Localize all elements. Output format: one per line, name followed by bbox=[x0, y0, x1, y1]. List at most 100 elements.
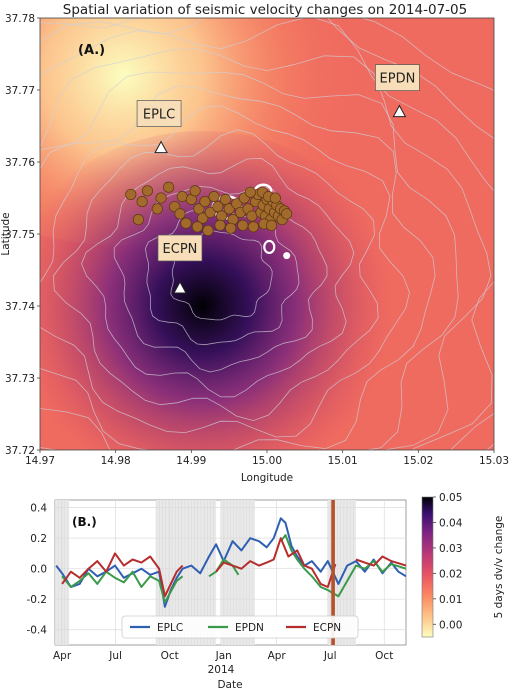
colorbar-tick-label: 0.00 bbox=[439, 619, 462, 631]
event-marker bbox=[214, 219, 226, 231]
event-marker bbox=[141, 185, 153, 197]
map-y-label: Latitude bbox=[0, 212, 12, 255]
timeseries-year-label: 2014 bbox=[208, 664, 235, 676]
event-marker bbox=[202, 224, 214, 236]
legend: EPLC EPDN ECPN bbox=[121, 615, 359, 639]
event-marker bbox=[269, 192, 281, 204]
panel-b-label: (B.) bbox=[72, 515, 97, 529]
timeseries-y-tick-label: 0.0 bbox=[30, 564, 47, 576]
event-marker bbox=[191, 221, 203, 233]
event-marker bbox=[180, 217, 192, 229]
timeseries-x-tick-label: Jul bbox=[108, 650, 122, 662]
event-marker bbox=[197, 212, 209, 224]
event-marker bbox=[132, 214, 144, 226]
map-y-tick-label: 37.78 bbox=[5, 13, 35, 25]
contour-line bbox=[40, 18, 494, 450]
event-marker bbox=[174, 208, 186, 220]
station-label-box bbox=[375, 64, 420, 91]
event-marker bbox=[189, 185, 201, 197]
legend-box bbox=[121, 615, 359, 639]
event-markers bbox=[125, 181, 293, 236]
timeseries-lines bbox=[55, 500, 406, 645]
event-marker bbox=[125, 188, 137, 200]
contour-line bbox=[81, 157, 355, 398]
high-change-region bbox=[40, 131, 403, 450]
contour-ring bbox=[263, 239, 276, 255]
timeseries-y-tick-label: 0.4 bbox=[30, 503, 47, 515]
contour-line bbox=[40, 105, 410, 438]
map-x-tick-label: 14.98 bbox=[101, 455, 131, 467]
legend-label-epdn: EPDN bbox=[235, 622, 264, 634]
panel-a-label: (A.) bbox=[78, 43, 105, 58]
panel-b: 0.4 0.2 0.0 -0.2 -0.4 Apr Jul Oct Jan Apr Jul Oct (… bbox=[27, 499, 407, 691]
map-y-tick-label: 37.76 bbox=[5, 157, 35, 169]
map-x-tick-label: 14.97 bbox=[25, 455, 55, 467]
colorbar-tick-label: 0.01 bbox=[439, 594, 462, 606]
colorbar-label: 5 days dv/v change bbox=[493, 516, 505, 619]
legend-label-eplc: EPLC bbox=[157, 622, 183, 634]
legend-label-ecpn: ECPN bbox=[313, 622, 341, 634]
event-marker bbox=[225, 222, 237, 234]
map-x-tick-label: 15.02 bbox=[403, 455, 433, 467]
station-triangle-epdn bbox=[392, 104, 407, 118]
map-y-tick-label: 37.74 bbox=[5, 301, 35, 313]
timeseries-x-label: Date bbox=[217, 679, 242, 691]
event-marker bbox=[208, 191, 220, 203]
panel-a: EPLC EPDN ECPN (A.) 14.97 14.98 14.99 15.00 15… bbox=[0, 13, 509, 484]
station-label-box bbox=[136, 100, 182, 127]
series-line-eplc bbox=[55, 517, 406, 608]
event-marker bbox=[204, 206, 216, 218]
station-markers: EPLC EPDN ECPN bbox=[136, 64, 420, 294]
event-marker bbox=[151, 203, 163, 215]
event-marker bbox=[155, 192, 167, 204]
contour-dot bbox=[283, 252, 291, 260]
timeseries-x-tick-label: Apr bbox=[268, 650, 287, 662]
station-label-eplc: EPLC bbox=[143, 108, 175, 123]
colorbar-tick-label: 0.05 bbox=[439, 492, 462, 504]
map-y-tick-label: 37.73 bbox=[5, 373, 35, 385]
event-marker bbox=[219, 193, 231, 205]
map-x-tick-label: 15.01 bbox=[328, 455, 358, 467]
station-triangle-eplc bbox=[154, 140, 168, 154]
colorbar-tick-label: 0.03 bbox=[439, 543, 462, 555]
timeseries-y-tick-label: 0.2 bbox=[30, 533, 47, 545]
map-x-tick-label: 15.03 bbox=[479, 455, 509, 467]
timeseries-y-tick-label: -0.2 bbox=[27, 594, 48, 606]
map-y-tick-label: 37.72 bbox=[5, 445, 35, 457]
map-x-label: Longitude bbox=[241, 472, 293, 484]
timeseries-x-tick-label: Oct bbox=[375, 650, 393, 662]
station-label-ecpn: ECPN bbox=[163, 242, 198, 257]
timeseries-axes: 0.4 0.2 0.0 -0.2 -0.4 Apr Jul Oct Jan Apr Jul Oct bbox=[27, 503, 394, 662]
contour-line bbox=[40, 18, 494, 450]
event-marker bbox=[247, 221, 259, 233]
event-marker bbox=[163, 181, 175, 193]
event-marker bbox=[237, 219, 249, 231]
station-label-box bbox=[157, 234, 203, 262]
map-axes: 14.97 14.98 14.99 15.00 15.01 15.02 15.03 37.72… bbox=[5, 13, 509, 467]
contour-line bbox=[52, 129, 379, 422]
colorbar: 0.05 0.04 0.03 0.02 0.01 0.00 5 days dv/v cha… bbox=[421, 492, 505, 638]
timeseries-x-tick-label: Jul bbox=[323, 650, 337, 662]
station-label-epdn: EPDN bbox=[380, 72, 416, 87]
event-marker bbox=[199, 196, 211, 208]
contour-line bbox=[170, 230, 273, 321]
map-x-tick-label: 15.00 bbox=[252, 455, 282, 467]
colorbar-tick-label: 0.04 bbox=[439, 517, 463, 529]
contour-line bbox=[40, 85, 436, 450]
colorbar-gradient bbox=[421, 496, 434, 638]
colorbar-tick-label: 0.02 bbox=[439, 568, 462, 580]
event-marker bbox=[281, 208, 293, 220]
contour-line bbox=[40, 71, 459, 450]
contour-line bbox=[40, 18, 494, 450]
event-marker bbox=[212, 201, 224, 213]
series-line-ecpn bbox=[61, 537, 406, 598]
current-date-marker bbox=[331, 500, 335, 645]
event-marker bbox=[265, 219, 278, 231]
figure-title: Spatial variation of seismic velocity ch… bbox=[63, 2, 467, 18]
map-y-tick-label: 37.77 bbox=[5, 85, 35, 97]
contour-line bbox=[40, 48, 492, 450]
map-y-tick-label: 37.75 bbox=[5, 229, 35, 241]
event-marker bbox=[136, 196, 148, 208]
timeseries-x-tick-label: Oct bbox=[161, 650, 179, 662]
event-marker bbox=[244, 186, 256, 198]
